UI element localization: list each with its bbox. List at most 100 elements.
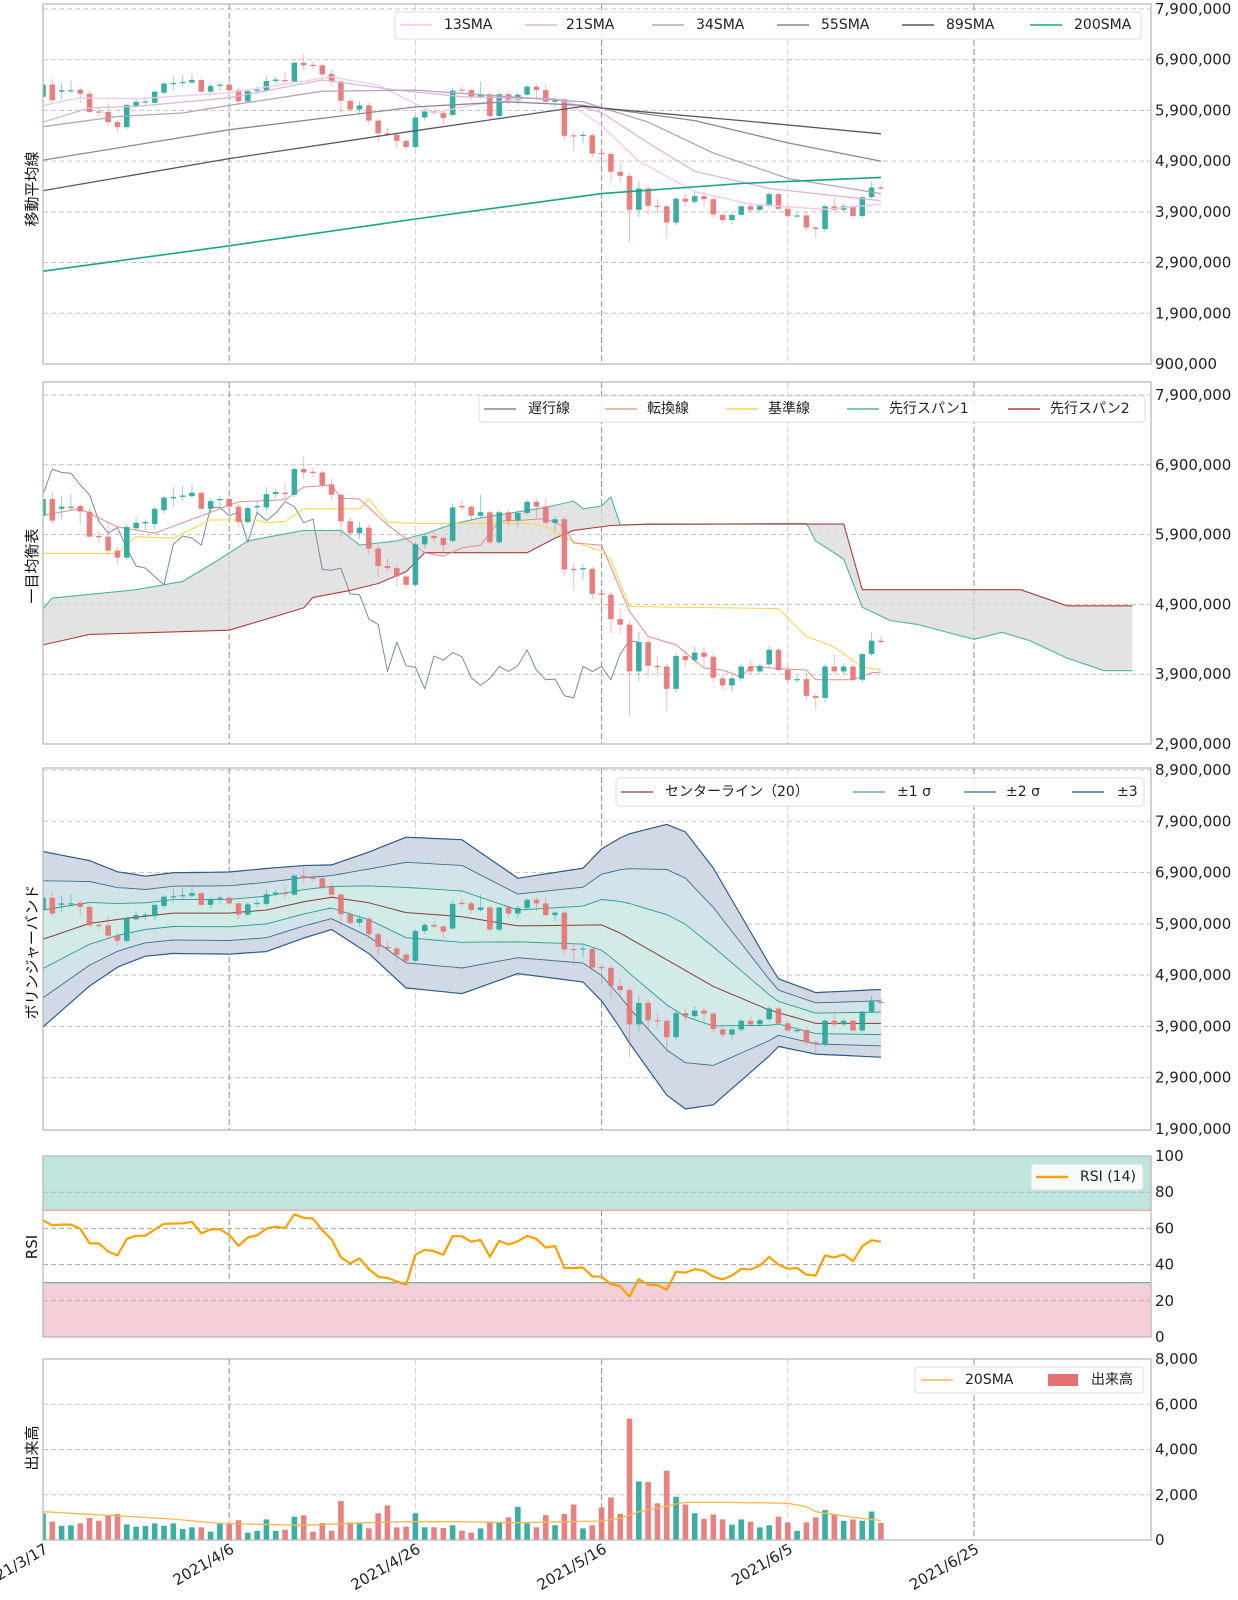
candle — [766, 646, 772, 668]
candle-body — [300, 468, 307, 473]
candle — [207, 498, 214, 514]
candle — [608, 152, 614, 183]
volume-bar — [300, 1515, 307, 1540]
y-tick-label: 3,900,000 — [1155, 665, 1231, 683]
candle — [840, 663, 847, 675]
candle — [49, 892, 56, 917]
candle — [766, 1005, 772, 1022]
candle-body — [580, 134, 586, 136]
candle — [654, 656, 661, 677]
candle — [310, 467, 316, 478]
candle-body — [77, 902, 84, 907]
rsi-line — [43, 1213, 882, 1298]
candle-body — [235, 903, 242, 915]
candle — [263, 888, 270, 906]
candle-body — [375, 120, 381, 134]
legend-label: 出来高 — [1091, 1371, 1133, 1388]
candle — [179, 74, 186, 87]
volume-bar — [151, 1523, 158, 1540]
legend-label: 55SMA — [821, 17, 870, 33]
volume-bar — [189, 1527, 195, 1540]
legend-item: 89SMA — [902, 17, 995, 33]
candle — [49, 491, 56, 525]
legend-item: 出来高 — [1048, 1371, 1133, 1388]
candle — [431, 107, 437, 116]
candle-body — [710, 1013, 717, 1029]
candle-body — [161, 497, 167, 511]
candle-body — [710, 199, 717, 215]
candle — [710, 1011, 717, 1033]
candle-body — [747, 206, 754, 210]
candle-body — [524, 86, 530, 95]
senkou-span-a-line — [43, 496, 1133, 672]
candle-body — [812, 695, 819, 698]
candle — [477, 894, 484, 912]
sma-line-200sma — [43, 176, 881, 272]
candle-body — [282, 492, 288, 495]
candle-body — [719, 214, 726, 220]
candle — [477, 81, 484, 99]
candle — [831, 1012, 838, 1027]
candle-body — [263, 894, 270, 904]
candle-body — [282, 893, 288, 895]
candle-body — [831, 666, 838, 672]
candle-body — [738, 666, 745, 679]
candle — [291, 874, 298, 897]
y-tick-label: 6,900,000 — [1155, 864, 1231, 882]
volume-bar — [68, 1525, 74, 1540]
candle — [589, 566, 596, 599]
volume-bar — [840, 1520, 847, 1540]
candle — [812, 693, 819, 710]
candle — [552, 910, 558, 922]
candle — [794, 675, 800, 683]
candle — [43, 82, 46, 101]
volume-bar — [226, 1524, 232, 1540]
volume-bar — [719, 1519, 726, 1540]
candle — [412, 115, 419, 149]
candle-body — [43, 897, 46, 911]
candle-body — [449, 903, 456, 929]
candle-body — [561, 519, 568, 570]
candle-body — [338, 894, 344, 915]
volume-sma20-line — [43, 1501, 881, 1526]
candle-body — [375, 548, 381, 567]
legend-item: 55SMA — [777, 17, 870, 33]
candle — [114, 933, 121, 946]
panel-ichimoku: 7,900,000 6,900,000 5,900,000 4,900,000 3,90… — [23, 381, 1231, 753]
candle-body — [850, 1020, 856, 1031]
candle — [757, 663, 763, 675]
volume-bar — [747, 1521, 754, 1540]
candle-body — [729, 214, 735, 220]
candle — [77, 900, 84, 917]
y-tick-label: 8,000 — [1155, 1350, 1198, 1368]
candle-body — [729, 678, 735, 686]
candle-body — [487, 512, 493, 543]
candle — [822, 1018, 828, 1047]
y-tick-label: 2,000 — [1155, 1486, 1198, 1504]
y-tick-label: 60 — [1155, 1219, 1174, 1237]
volume-bar — [477, 1528, 484, 1540]
legend-label: 先行スパン1 — [889, 401, 969, 417]
candle — [403, 138, 409, 150]
legend-label: ±1 σ — [897, 784, 931, 800]
bollinger-lower-3sigma — [43, 928, 881, 1110]
volume-bar — [868, 1511, 875, 1540]
candle — [598, 964, 605, 986]
candle-body — [440, 112, 447, 119]
candle — [663, 663, 670, 711]
volume-bar — [179, 1529, 186, 1540]
volume-bar — [598, 1507, 605, 1540]
candle-body — [142, 101, 149, 103]
volume-bar — [878, 1523, 884, 1540]
y-tick-label: 2,900,000 — [1155, 254, 1231, 272]
candle-body — [775, 649, 782, 671]
legend-item: センターライン（20） — [621, 784, 809, 800]
candle — [49, 78, 56, 103]
candle-body — [524, 501, 530, 513]
candle — [663, 204, 670, 239]
candle — [515, 510, 521, 528]
candle-body — [645, 642, 651, 666]
volume-bar — [766, 1525, 772, 1540]
candle-body — [757, 205, 763, 210]
legend-item: 遅行線 — [484, 401, 570, 417]
